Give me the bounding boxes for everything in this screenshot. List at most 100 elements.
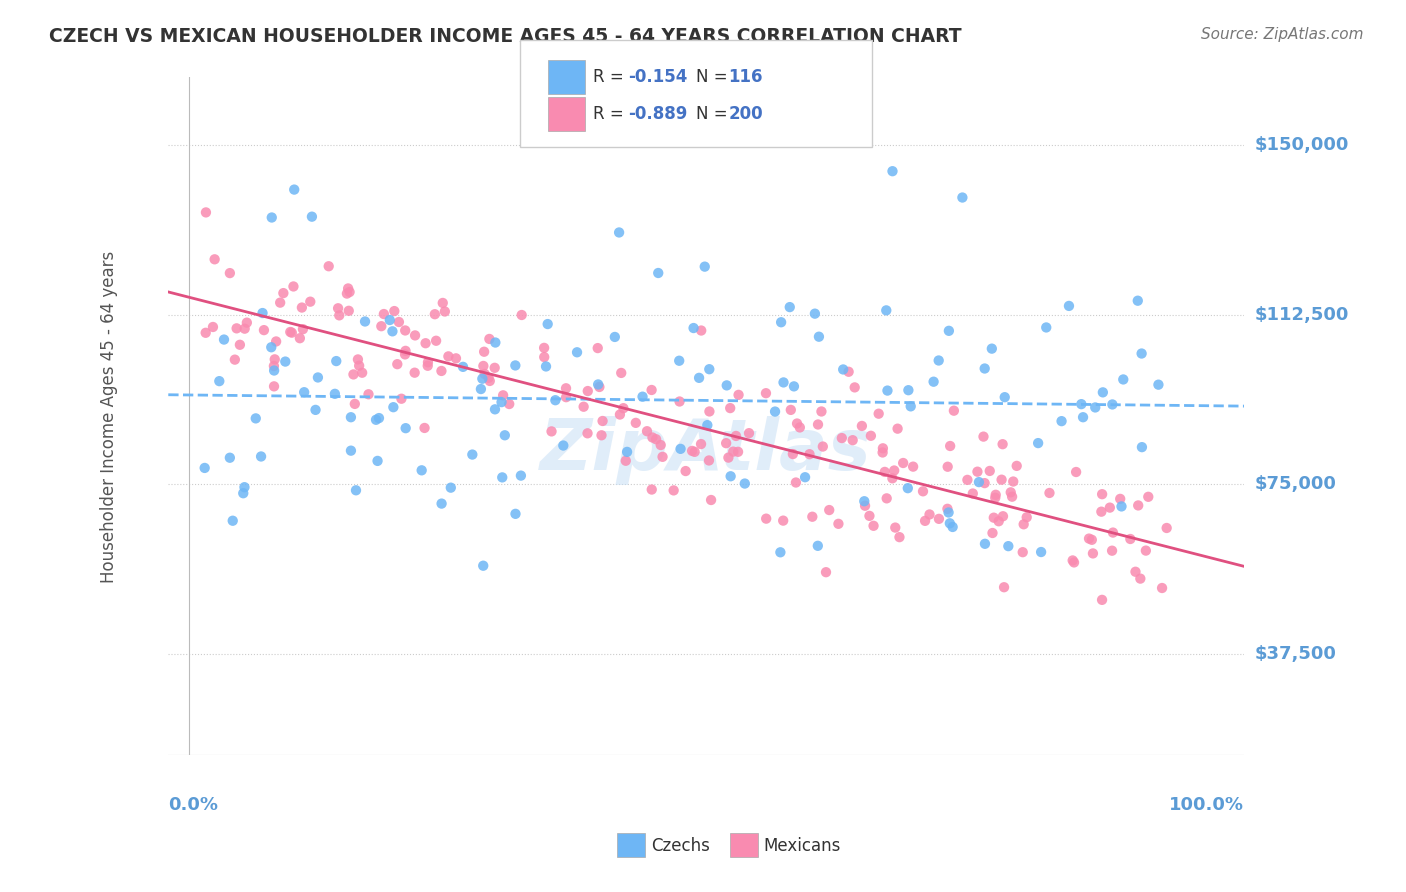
Point [451, 359, 474, 374]
Point [804, 307, 827, 321]
Text: 100.0%: 100.0% [1168, 796, 1243, 814]
Point [260, 340, 283, 354]
Point [1091, 385, 1114, 400]
Point [264, 334, 287, 349]
Point [997, 539, 1019, 553]
Point [738, 426, 761, 441]
Point [994, 390, 1017, 404]
Point [404, 328, 426, 343]
Point [373, 307, 395, 321]
Point [641, 483, 664, 497]
Point [882, 164, 904, 178]
Point [897, 383, 920, 397]
Point [772, 514, 794, 528]
Point [470, 382, 492, 396]
Point [918, 508, 941, 522]
Point [471, 372, 494, 386]
Point [891, 456, 914, 470]
Point [862, 518, 884, 533]
Point [430, 497, 453, 511]
Point [440, 481, 463, 495]
Point [818, 503, 841, 517]
Point [555, 381, 578, 395]
Point [505, 359, 527, 373]
Point [1035, 320, 1057, 334]
Point [990, 473, 1012, 487]
Point [1112, 372, 1135, 386]
Point [956, 473, 979, 487]
Point [278, 325, 301, 339]
Point [323, 387, 346, 401]
Point [291, 322, 314, 336]
Point [859, 429, 882, 443]
Point [886, 422, 908, 436]
Point [844, 380, 866, 394]
Point [688, 371, 710, 385]
Text: 116: 116 [728, 68, 763, 86]
Point [789, 420, 811, 434]
Point [827, 516, 849, 531]
Point [232, 486, 254, 500]
Point [811, 440, 834, 454]
Point [984, 491, 1007, 505]
Point [668, 353, 690, 368]
Point [853, 499, 876, 513]
Point [1130, 346, 1153, 360]
Point [810, 404, 832, 418]
Point [394, 347, 416, 361]
Point [537, 317, 560, 331]
Point [876, 384, 898, 398]
Point [225, 321, 247, 335]
Point [208, 374, 231, 388]
Point [785, 475, 807, 490]
Point [612, 401, 634, 416]
Point [911, 484, 934, 499]
Point [328, 309, 350, 323]
Point [430, 364, 453, 378]
Point [801, 509, 824, 524]
Point [263, 359, 285, 373]
Point [1029, 545, 1052, 559]
Point [368, 411, 391, 425]
Point [395, 421, 418, 435]
Point [984, 488, 1007, 502]
Point [832, 362, 855, 376]
Point [1081, 546, 1104, 560]
Point [494, 428, 516, 442]
Point [364, 413, 387, 427]
Point [614, 454, 637, 468]
Point [288, 331, 311, 345]
Point [1111, 500, 1133, 514]
Point [603, 330, 626, 344]
Point [650, 438, 672, 452]
Point [533, 350, 555, 364]
Point [770, 315, 793, 329]
Point [883, 463, 905, 477]
Point [1137, 490, 1160, 504]
Point [222, 514, 245, 528]
Point [675, 464, 697, 478]
Point [378, 313, 401, 327]
Point [491, 395, 513, 409]
Point [769, 545, 792, 559]
Point [394, 343, 416, 358]
Text: N =: N = [696, 105, 733, 123]
Point [218, 450, 240, 465]
Point [292, 385, 315, 400]
Point [647, 266, 669, 280]
Point [1101, 543, 1123, 558]
Point [928, 353, 950, 368]
Point [1156, 521, 1178, 535]
Point [1101, 397, 1123, 411]
Point [340, 410, 363, 425]
Point [699, 404, 721, 418]
Point [491, 470, 513, 484]
Point [696, 418, 718, 433]
Point [382, 304, 405, 318]
Point [991, 509, 1014, 524]
Text: R =: R = [593, 105, 630, 123]
Point [1126, 293, 1149, 308]
Point [889, 530, 911, 544]
Point [301, 210, 323, 224]
Point [229, 338, 252, 352]
